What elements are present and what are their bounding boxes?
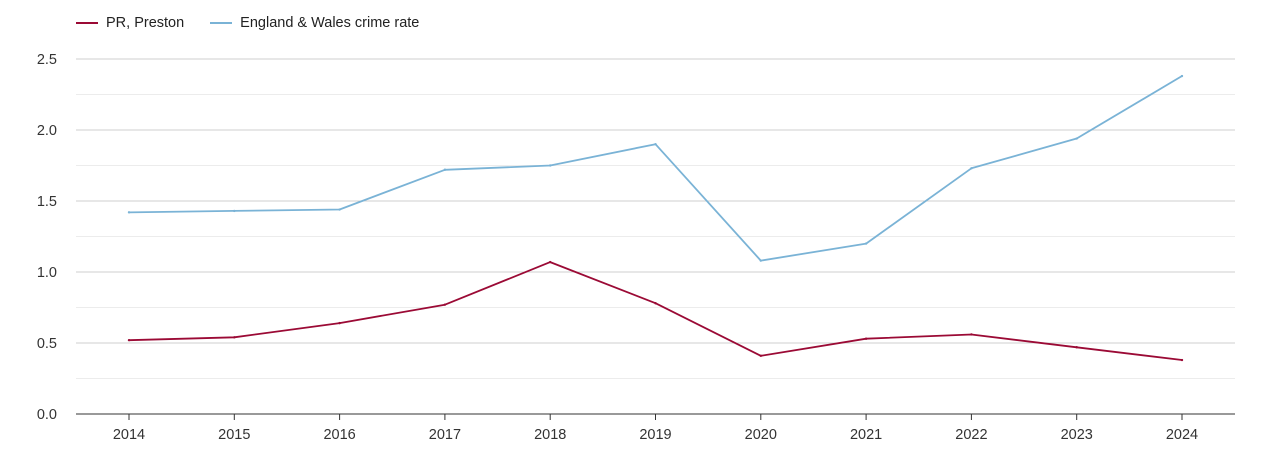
legend-label-england-wales: England & Wales crime rate [240,15,420,31]
y-tick-label: 2.5 [37,52,57,68]
legend-swatch-preston [76,22,98,24]
data-point [233,336,236,339]
data-point [1075,137,1078,140]
legend: PR, Preston England & Wales crime rate [76,15,419,31]
x-tick-label: 2020 [745,427,777,443]
x-tick-label: 2018 [534,427,566,443]
data-point [127,338,131,342]
data-point [970,167,973,170]
data-point [654,302,657,305]
data-point [549,164,552,167]
x-tick-label: 2019 [639,427,671,443]
data-point [443,168,447,171]
x-tick-label: 2016 [323,427,355,443]
legend-item-preston[interactable]: PR, Preston [76,15,184,31]
legend-swatch-england-wales [210,22,233,24]
y-tick-label: 1.5 [37,194,57,210]
x-tick-label: 2014 [113,427,145,443]
x-tick-label: 2015 [218,427,250,443]
data-point [1180,358,1184,362]
data-point [443,303,447,306]
data-point [759,354,762,357]
legend-item-england-wales[interactable]: England & Wales crime rate [210,15,419,31]
data-point [338,208,341,211]
data-point [127,211,131,214]
data-point [1180,74,1184,78]
x-tick-label: 2024 [1166,427,1198,443]
series-line-preston [128,261,1183,361]
data-point [864,337,868,340]
x-tick-label: 2017 [429,427,461,443]
series-line-england-wales [128,75,1183,262]
y-tick-label: 2.0 [37,123,57,139]
y-tick-label: 1.0 [37,265,57,281]
x-tick-label: 2022 [955,427,987,443]
y-tick-label: 0.0 [37,407,57,423]
data-point [549,260,552,264]
data-point [1075,346,1078,349]
y-tick-label: 0.5 [37,336,57,352]
x-tick-label: 2021 [850,427,882,443]
data-point [654,143,657,146]
data-point [864,242,868,245]
legend-label-preston: PR, Preston [106,15,185,31]
data-point [759,259,762,262]
data-point [970,333,973,336]
x-tick-label: 2023 [1061,427,1093,443]
data-point [233,209,236,213]
data-point [338,321,341,325]
